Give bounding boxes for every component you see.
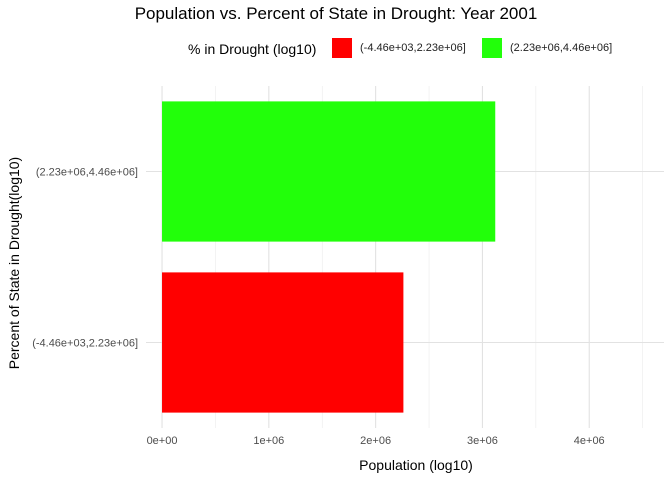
chart-title: Population vs. Percent of State in Droug… bbox=[134, 4, 538, 23]
legend-key-low bbox=[332, 38, 352, 58]
y-tick-label: (-4.46e+03,2.23e+06] bbox=[32, 338, 138, 350]
x-tick-label: 1e+06 bbox=[253, 435, 284, 447]
x-tick-label: 4e+06 bbox=[574, 435, 605, 447]
legend-key-high bbox=[482, 38, 502, 58]
bar-high bbox=[162, 101, 496, 242]
x-axis-label: Population (log10) bbox=[359, 457, 473, 473]
legend-label-low: (-4.46e+03,2.23e+06] bbox=[360, 42, 466, 54]
y-tick-label: (2.23e+06,4.46e+06] bbox=[36, 167, 138, 179]
legend-title: % in Drought (log10) bbox=[188, 41, 317, 57]
legend: % in Drought (log10) (-4.46e+03,2.23e+06… bbox=[0, 38, 672, 62]
legend-label-high: (2.23e+06,4.46e+06] bbox=[510, 42, 613, 54]
x-tick-label: 3e+06 bbox=[467, 435, 498, 447]
x-tick-label: 2e+06 bbox=[360, 435, 391, 447]
x-tick-label: 0e+00 bbox=[147, 435, 178, 447]
bar-low bbox=[162, 272, 404, 413]
